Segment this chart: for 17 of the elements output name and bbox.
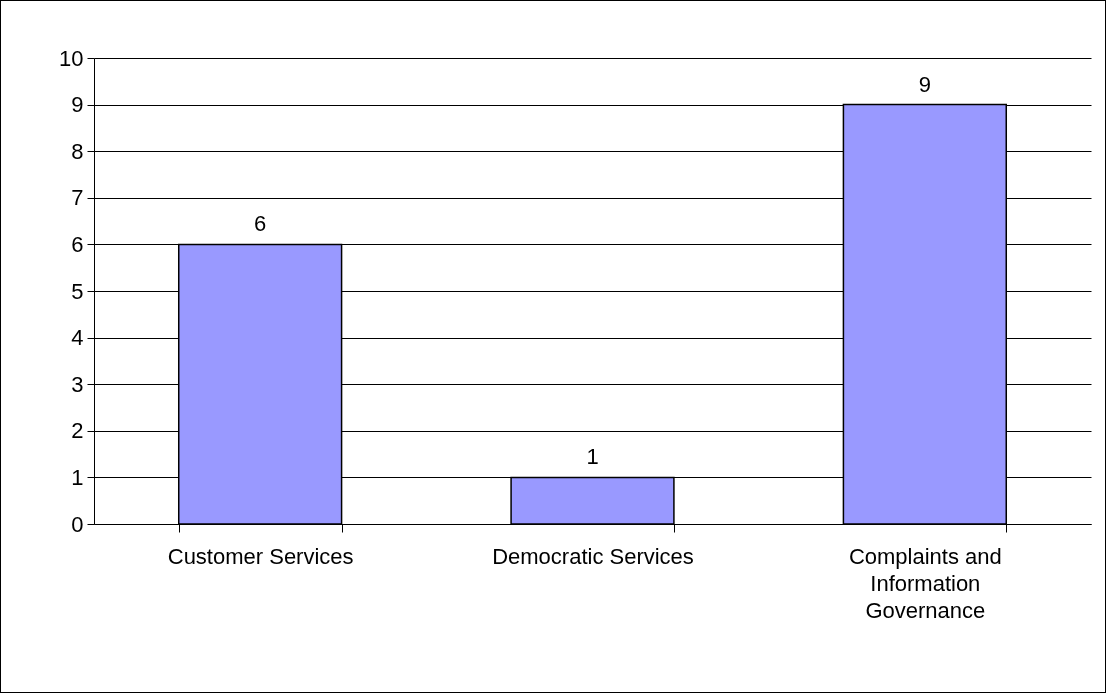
y-tick-label: 1 <box>71 464 84 490</box>
data-label: 9 <box>918 71 931 97</box>
y-tick-label: 7 <box>71 185 84 211</box>
y-tick-label: 8 <box>71 138 84 164</box>
y-tick-label: 6 <box>71 231 84 257</box>
y-tick-label: 3 <box>71 371 84 397</box>
y-tick-label: 4 <box>71 325 84 351</box>
y-tick-label: 9 <box>71 92 84 118</box>
data-label: 6 <box>254 211 267 237</box>
x-tick-label: Democratic Services <box>492 543 694 569</box>
y-tick-label: 0 <box>71 511 84 537</box>
y-tick-label: 2 <box>71 418 84 444</box>
x-tick-label: Customer Services <box>167 543 354 569</box>
data-label: 1 <box>586 444 599 470</box>
y-tick-label: 5 <box>71 278 84 304</box>
y-tick-label: 10 <box>59 45 84 71</box>
x-tick-label: Complaints and Information Governance <box>848 543 1002 623</box>
